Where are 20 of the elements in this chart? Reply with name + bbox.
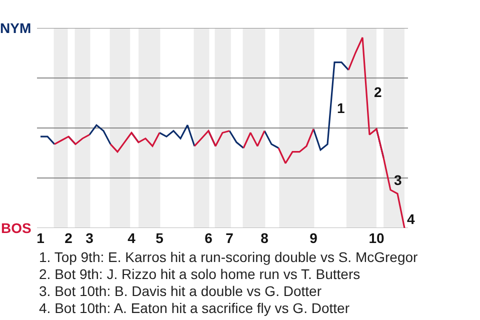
x-tick-label: 5 (156, 230, 164, 246)
annotation: 4 (407, 211, 415, 227)
x-tick-label: 6 (204, 230, 213, 246)
x-tick-label: 3 (86, 230, 94, 246)
x-tick-label: 10 (368, 230, 384, 246)
x-tick-label: 2 (64, 230, 73, 246)
annotation: 2 (374, 84, 382, 100)
text: NYM (0, 20, 32, 36)
text: 2. Bot 9th: J. Rizzo hit a solo home run vs T. Butters (39, 266, 360, 282)
annotation: 1 (337, 100, 345, 116)
annotation: 3 (394, 172, 402, 188)
x-tick-label: 1 (36, 230, 45, 246)
text: BOS (1, 220, 32, 236)
x-tick-label: 7 (226, 230, 234, 246)
text: 4. Bot 10th: A. Eaton hit a sacrifice fly vs G. Dotter (39, 300, 350, 316)
text: 1. Top 9th: E. Karros hit a run-scoring double vs S. McGregor (39, 249, 418, 265)
x-tick-label: 9 (310, 230, 318, 246)
x-tick-label: 4 (128, 230, 136, 246)
text: 3. Bot 10th: B. Davis hit a double vs G. Dotter (39, 283, 322, 299)
x-tick-label: 8 (260, 230, 269, 246)
